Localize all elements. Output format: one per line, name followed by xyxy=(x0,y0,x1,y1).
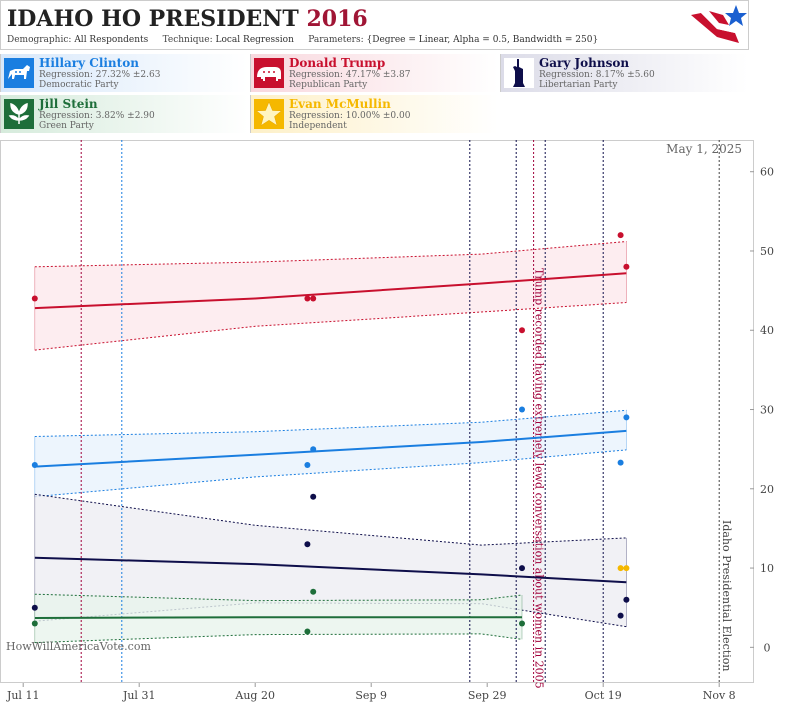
parameters-line: Demographic: All Respondents Technique: … xyxy=(7,35,598,45)
candidate-regression: Regression: 47.17% ±3.87 xyxy=(289,70,411,80)
candidate-name: Evan McMullin xyxy=(289,97,391,111)
hillary-clinton-poll-point xyxy=(623,414,630,421)
donald-trump-upper-bound xyxy=(34,241,627,268)
legend-card-trump: Donald Trump Regression: 47.17% ±3.87 Re… xyxy=(250,54,498,92)
gary-johnson-upper-bound xyxy=(34,493,627,546)
candidate-name: Jill Stein xyxy=(39,97,98,111)
hillary-clinton-upper-bound xyxy=(34,409,627,437)
regression-chart: Trump recorded having extremely lewd con… xyxy=(0,140,774,702)
gary-johnson-confidence-band xyxy=(34,494,627,627)
jill-stein-upper-bound xyxy=(34,593,523,602)
candidate-party: Republican Party xyxy=(289,80,368,90)
donald-trump-lower-bound xyxy=(34,302,627,351)
y-tick-label: 20 xyxy=(760,483,774,496)
candidate-name: Hillary Clinton xyxy=(39,56,139,70)
jill-stein-confidence-band xyxy=(34,594,523,643)
candidate-regression: Regression: 3.82% ±2.90 xyxy=(39,111,155,121)
hillary-clinton-confidence-band xyxy=(34,410,627,497)
y-tick-label: 0 xyxy=(764,641,771,654)
candidate-party: Green Party xyxy=(39,121,94,131)
x-tick-label: Jul 31 xyxy=(122,689,156,702)
title-race: HO PRESIDENT xyxy=(101,6,299,32)
candidate-regression: Regression: 27.32% ±2.63 xyxy=(39,70,161,80)
x-tick-label: Nov 8 xyxy=(703,689,736,702)
y-tick-label: 60 xyxy=(760,166,774,179)
hillary-clinton-poll-point xyxy=(31,462,38,468)
elephant-icon xyxy=(254,58,284,88)
donald-trump-poll-point xyxy=(617,232,624,239)
evan-mcmullin-poll-point xyxy=(623,565,630,572)
legend-card-johnson: Gary Johnson Regression: 8.17% ±5.60 Lib… xyxy=(500,54,748,92)
date-stamp: May 1, 2025 xyxy=(666,142,742,156)
y-tick-label: 10 xyxy=(760,562,774,575)
jill-stein-trend-line xyxy=(34,616,522,619)
demographic-label: Demographic: xyxy=(7,35,72,45)
jill-stein-poll-point xyxy=(304,628,311,635)
hillary-clinton-poll-point xyxy=(304,462,311,468)
candidate-party: Democratic Party xyxy=(39,80,119,90)
donald-trump-trend-line xyxy=(34,272,627,310)
x-tick-label: Sep 9 xyxy=(355,689,387,702)
jill-stein-poll-point xyxy=(310,588,317,595)
legend-card-clinton: Hillary Clinton Regression: 27.32% ±2.63… xyxy=(0,54,248,92)
gary-johnson-poll-point xyxy=(519,565,525,572)
gary-johnson-lower-bound xyxy=(34,602,627,628)
technique-label: Technique: xyxy=(162,35,213,45)
candidate-regression: Regression: 8.17% ±5.60 xyxy=(539,70,655,80)
donald-trump-poll-point xyxy=(31,295,38,302)
technique-value: Local Regression xyxy=(215,35,294,45)
x-tick-label: Oct 19 xyxy=(585,689,622,702)
y-tick-label: 30 xyxy=(760,404,774,417)
candidate-party: Independent xyxy=(289,121,347,131)
title-year: 2016 xyxy=(306,6,368,32)
y-tick-label: 40 xyxy=(760,324,774,337)
jill-stein-poll-point xyxy=(519,620,525,627)
y-tick-label: 50 xyxy=(760,245,774,258)
chart-header: IDAHO HO PRESIDENT 2016 Demographic: All… xyxy=(0,0,749,50)
donkey-icon xyxy=(4,58,34,88)
hillary-clinton-poll-point xyxy=(617,459,624,466)
gary-johnson-trend-line xyxy=(34,556,627,584)
gary-johnson-poll-point xyxy=(310,493,317,500)
parameters-value: {Degree = Linear, Alpha = 0.5, Bandwidth… xyxy=(366,35,599,45)
site-logo-icon xyxy=(691,5,747,43)
hillary-clinton-poll-point xyxy=(310,446,317,453)
event-label: Trump recorded having extremely lewd con… xyxy=(533,268,546,689)
event-label: Idaho Presidential Election xyxy=(720,520,733,672)
legend-card-stein: Jill Stein Regression: 3.82% ±2.90 Green… xyxy=(0,95,248,133)
x-tick-label: Sep 29 xyxy=(468,689,507,702)
donald-trump-confidence-band xyxy=(34,241,627,351)
candidate-name: Gary Johnson xyxy=(539,56,630,70)
hillary-clinton-lower-bound xyxy=(34,449,627,498)
page-title: IDAHO HO PRESIDENT 2016 xyxy=(7,6,368,32)
evan-mcmullin-poll-point xyxy=(617,565,624,572)
gary-johnson-poll-point xyxy=(623,596,630,603)
hillary-clinton-poll-point xyxy=(519,406,525,413)
donald-trump-poll-point xyxy=(623,263,630,270)
gary-johnson-poll-point xyxy=(617,612,624,619)
donald-trump-poll-point xyxy=(304,295,311,302)
leaf-icon xyxy=(4,99,34,129)
legend-card-mcmullin: Evan McMullin Regression: 10.00% ±0.00 I… xyxy=(250,95,498,133)
x-tick-label: Jul 11 xyxy=(6,689,40,702)
star-icon xyxy=(254,99,284,129)
candidate-regression: Regression: 10.00% ±0.00 xyxy=(289,111,411,121)
parameters-label: Parameters: xyxy=(308,35,364,45)
jill-stein-lower-bound xyxy=(34,633,523,644)
statue-of-liberty-icon xyxy=(504,58,534,88)
title-state: IDAHO xyxy=(7,6,94,32)
watermark: HowWillAmericaVote.com xyxy=(6,640,151,653)
demographic-value: All Respondents xyxy=(74,35,149,45)
hillary-clinton-trend-line xyxy=(34,429,627,468)
gary-johnson-poll-point xyxy=(304,541,311,548)
x-tick-label: Aug 20 xyxy=(234,689,275,702)
jill-stein-poll-point xyxy=(31,620,38,627)
gary-johnson-poll-point xyxy=(31,604,38,611)
donald-trump-poll-point xyxy=(310,295,317,302)
candidate-name: Donald Trump xyxy=(289,56,386,70)
donald-trump-poll-point xyxy=(519,327,525,334)
candidate-party: Libertarian Party xyxy=(539,80,618,90)
